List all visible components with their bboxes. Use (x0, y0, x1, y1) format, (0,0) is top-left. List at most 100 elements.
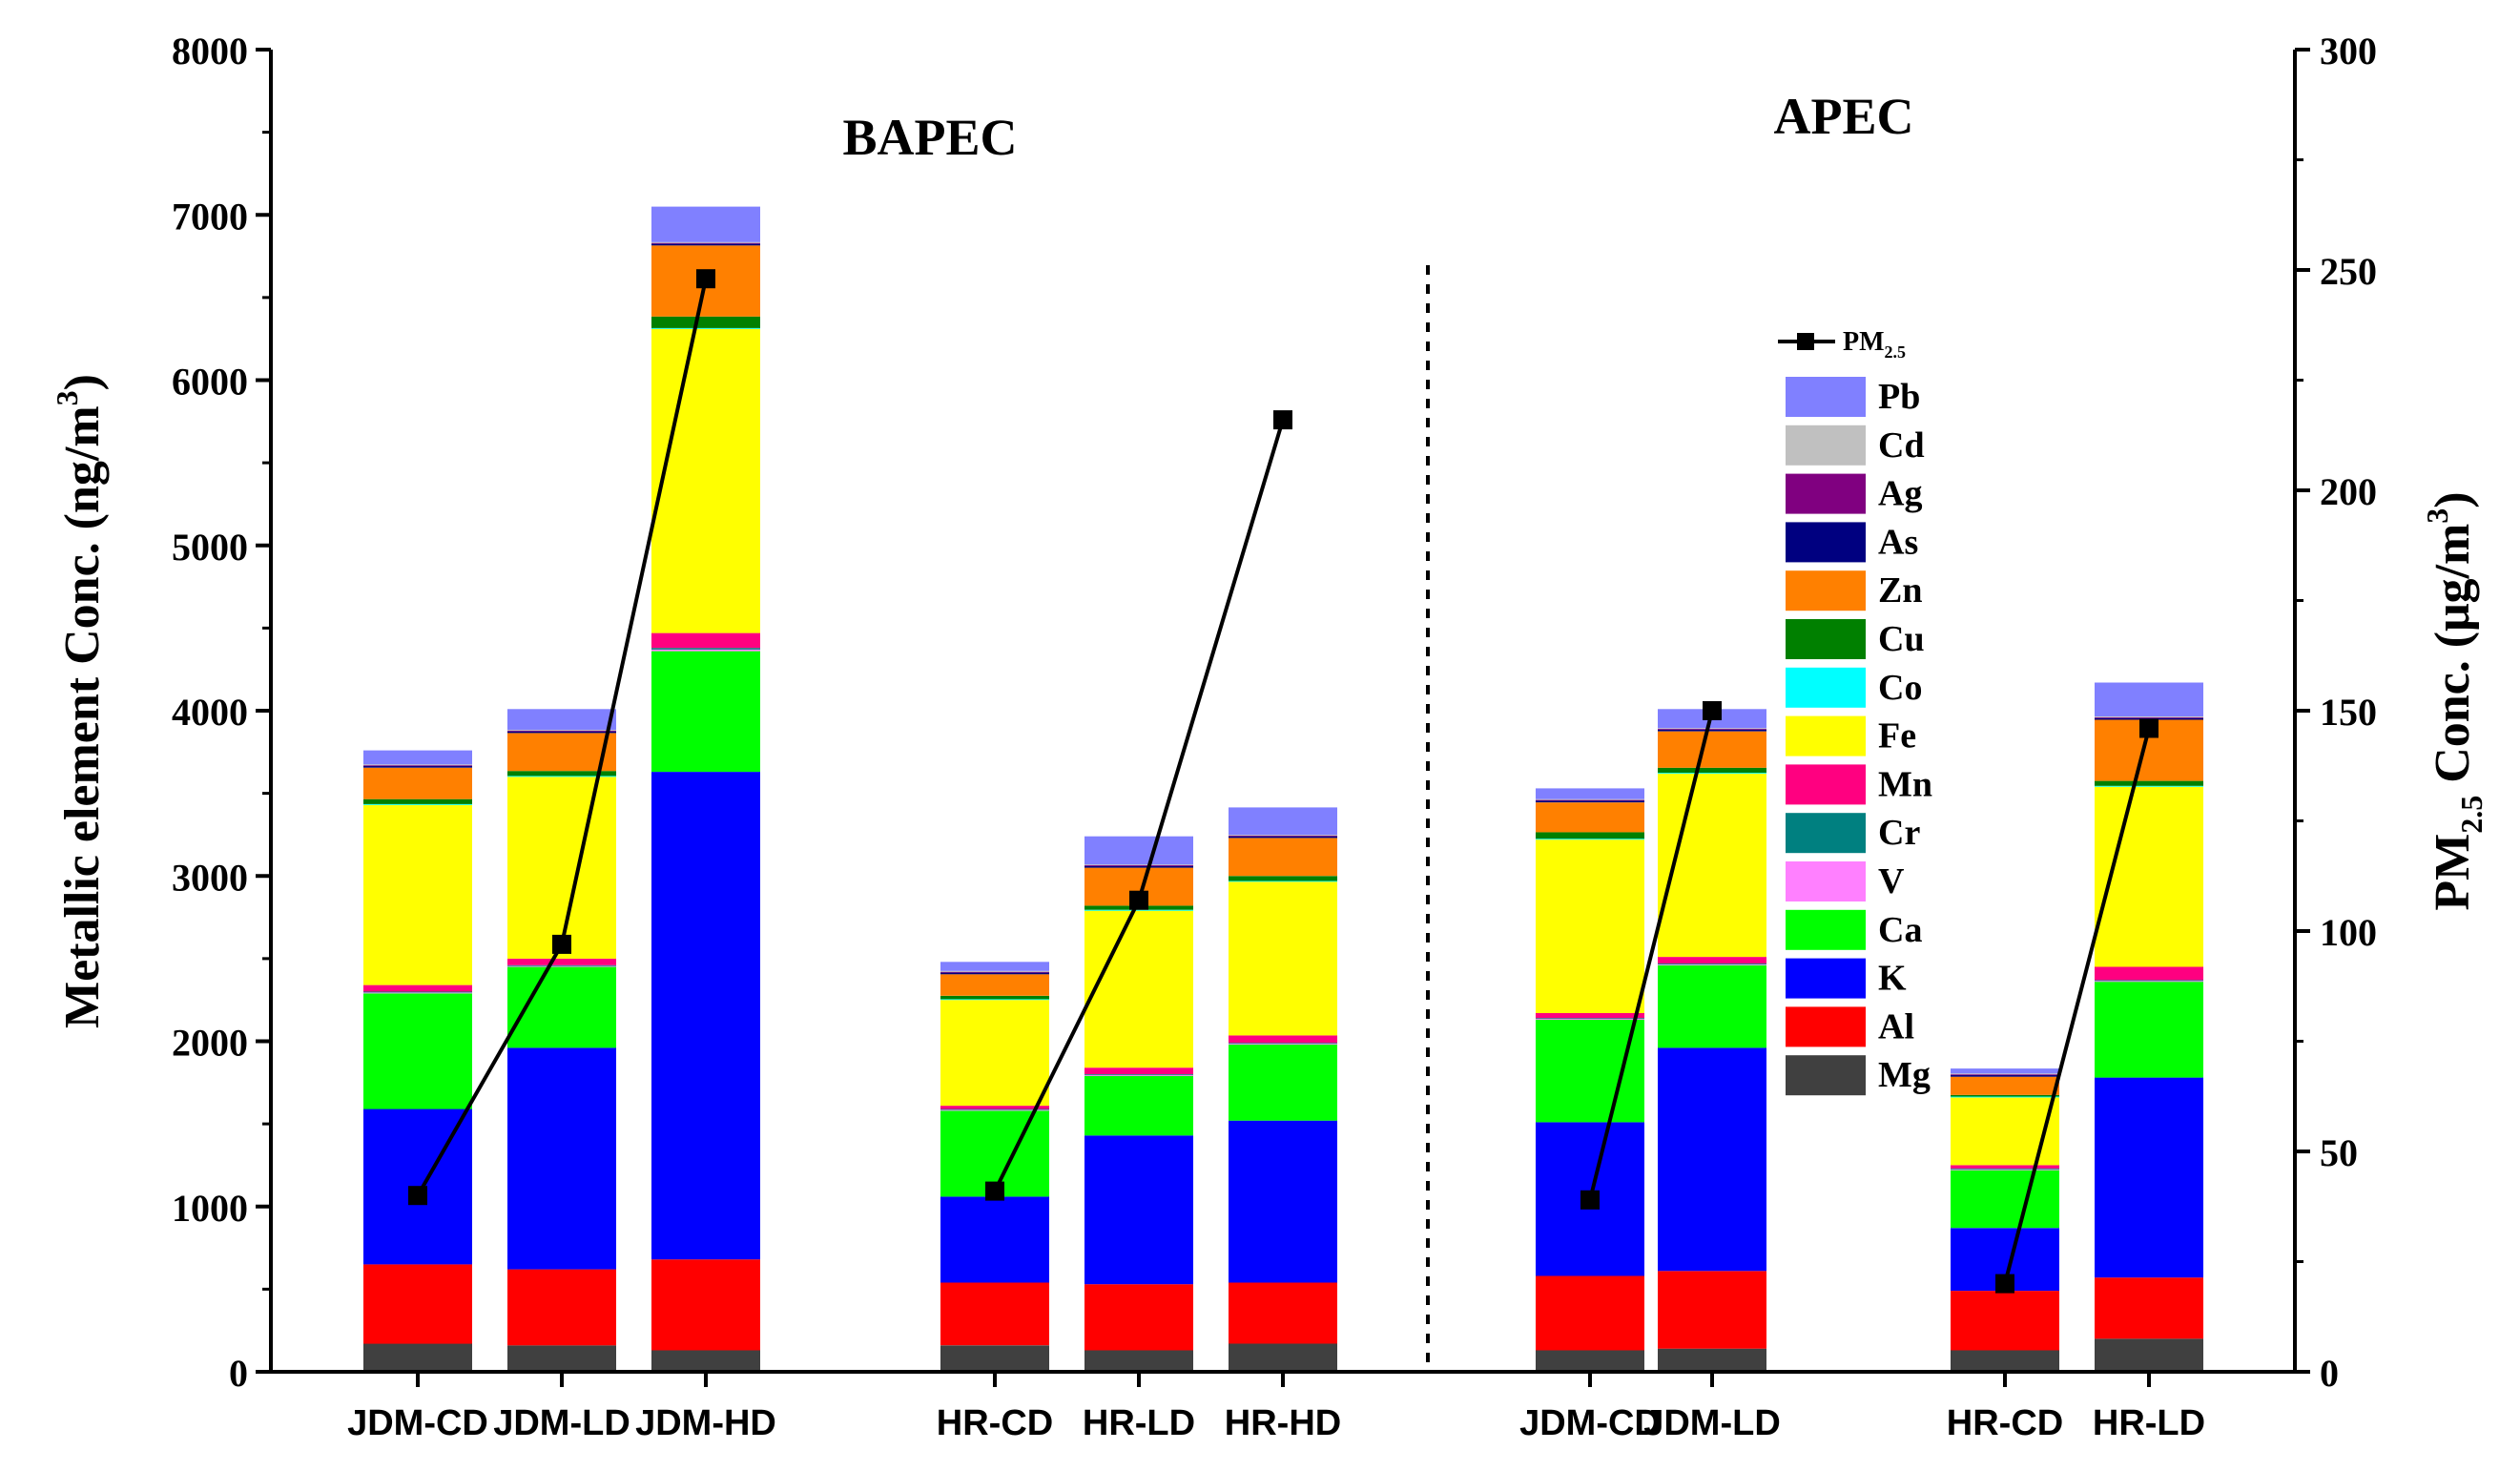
bar-segment-co-1 (507, 776, 616, 777)
bar-segment-cu-2 (651, 316, 760, 328)
bar-segment-pb-6 (1536, 788, 1644, 799)
x-tick-label-9: HR-LD (2093, 1403, 2205, 1443)
bar-segment-cr-3 (940, 1108, 1049, 1110)
legend-swatch-fe (1786, 715, 1866, 756)
bar-segment-pb-8 (1951, 1068, 2059, 1074)
x-tick-label-5: HR-HD (1225, 1403, 1341, 1443)
legend-swatch-k (1786, 958, 1866, 999)
legend-swatch-cr (1786, 813, 1866, 854)
bar-segment-mg-4 (1084, 1350, 1193, 1372)
bar-segment-ca-7 (1658, 964, 1766, 1048)
bar-segment-mn-7 (1658, 957, 1766, 963)
bar-segment-zn-0 (363, 767, 472, 799)
bar-segment-k-1 (507, 1047, 616, 1270)
bar-segment-mn-0 (363, 984, 472, 992)
bar-segment-ca-6 (1536, 1020, 1644, 1123)
y-tick-label-3: 3000 (172, 856, 248, 899)
bar-segment-al-0 (363, 1264, 472, 1344)
pm25-marker-2-0 (1580, 1190, 1600, 1210)
bar-segment-cd-8 (1951, 1073, 2059, 1075)
bar-segment-zn-6 (1536, 802, 1644, 833)
bar-segment-cr-4 (1084, 1074, 1193, 1076)
legend-swatch-mn (1786, 764, 1866, 805)
bar-segment-as-1 (507, 731, 616, 734)
bar-segment-ag-1 (507, 730, 616, 732)
bar-segment-fe-0 (363, 804, 472, 985)
bar-segment-k-4 (1084, 1135, 1193, 1285)
bar-segment-mn-2 (651, 632, 760, 649)
bar-segment-al-9 (2095, 1277, 2203, 1339)
bar-segment-mg-2 (651, 1350, 760, 1372)
bar-segment-cr-9 (2095, 980, 2203, 982)
bar-segment-al-7 (1658, 1271, 1766, 1349)
legend-label-cu: Cu (1878, 619, 1925, 659)
bar-segment-ag-3 (940, 971, 1049, 973)
bar-segment-cu-5 (1229, 876, 1337, 881)
bar-segment-fe-1 (507, 777, 616, 959)
bar-segment-as-3 (940, 972, 1049, 975)
x-tick-label-7: JDM-LD (1643, 1403, 1781, 1443)
pm25-marker-0-1 (552, 934, 571, 954)
pm25-marker-0-0 (408, 1186, 427, 1206)
bar-segment-cu-6 (1536, 832, 1644, 839)
legend-swatch-v (1786, 861, 1866, 901)
bar-segment-cd-1 (507, 729, 616, 731)
bar-segment-v-5 (1229, 1044, 1337, 1045)
bar-segment-zn-1 (507, 733, 616, 772)
bar-segment-pb-1 (507, 709, 616, 730)
bar-segment-cd-2 (651, 241, 760, 243)
bar-segment-mn-8 (1951, 1165, 2059, 1169)
legend-pm25-marker (1797, 333, 1814, 350)
bar-segment-co-7 (1658, 773, 1766, 774)
bar-segment-mg-9 (2095, 1338, 2203, 1372)
bar-segment-cu-9 (2095, 780, 2203, 786)
bar-segment-zn-3 (940, 974, 1049, 996)
legend-label-mn: Mn (1878, 764, 1932, 804)
bar-segment-ca-5 (1229, 1045, 1337, 1121)
y2-tick-label-5: 250 (2320, 250, 2377, 293)
legend-swatch-ca (1786, 909, 1866, 950)
bar-segment-ag-8 (1951, 1074, 2059, 1076)
bar-segment-mn-1 (507, 958, 616, 965)
legend-label-co: Co (1878, 668, 1922, 708)
y-tick-label-4: 4000 (172, 691, 248, 734)
legend-label-as: As (1878, 522, 1918, 562)
legend-swatch-cd (1786, 425, 1866, 466)
x-tick-label-1: JDM-LD (493, 1403, 630, 1443)
legend-pm25-label: PM2.5 (1843, 327, 1906, 362)
pm25-marker-1-1 (1129, 890, 1148, 910)
legend-label-cd: Cd (1878, 425, 1925, 466)
bar-segment-ag-9 (2095, 716, 2203, 718)
bar-segment-ca-8 (1951, 1170, 2059, 1229)
bar-segment-ca-2 (651, 651, 760, 773)
bar-segment-fe-7 (1658, 773, 1766, 958)
bar-segment-k-5 (1229, 1120, 1337, 1283)
bar-segment-cr-6 (1536, 1018, 1644, 1020)
bar-segment-pb-2 (651, 206, 760, 242)
bar-segment-ca-4 (1084, 1075, 1193, 1136)
y2-tick-label-2: 100 (2320, 911, 2377, 954)
bar-segment-pb-5 (1229, 807, 1337, 835)
bar-segment-cu-3 (940, 995, 1049, 1000)
legend: PM2.5 Pb Cd Ag As Zn Cu Co Fe Mn Cr V Ca K Al Mg (1778, 327, 1932, 1096)
bar-segment-v-1 (507, 965, 616, 967)
bar-segment-al-6 (1536, 1275, 1644, 1351)
legend-label-mg: Mg (1878, 1055, 1931, 1095)
y-axis-title: Metallic element Conc. (ng/m3) (50, 374, 110, 1028)
bar-segment-pb-0 (363, 750, 472, 765)
bar-segment-mg-6 (1536, 1350, 1644, 1372)
y2-axis-title: PM2.5 Conc. (μg/m3) (2420, 491, 2489, 910)
legend-swatch-mg (1786, 1055, 1866, 1096)
legend-label-zn: Zn (1878, 570, 1922, 611)
bar-segment-mg-5 (1229, 1343, 1337, 1372)
bar-segment-cd-3 (940, 970, 1049, 972)
bar-segment-co-0 (363, 803, 472, 805)
y-tick-label-7: 7000 (172, 195, 248, 238)
bar-segment-cu-1 (507, 771, 616, 777)
bar-segment-ag-2 (651, 242, 760, 244)
bar-segment-mg-7 (1658, 1348, 1766, 1372)
legend-label-k: K (1878, 959, 1907, 999)
bar-segment-zn-7 (1658, 731, 1766, 768)
bar-segment-v-4 (1084, 1075, 1193, 1076)
